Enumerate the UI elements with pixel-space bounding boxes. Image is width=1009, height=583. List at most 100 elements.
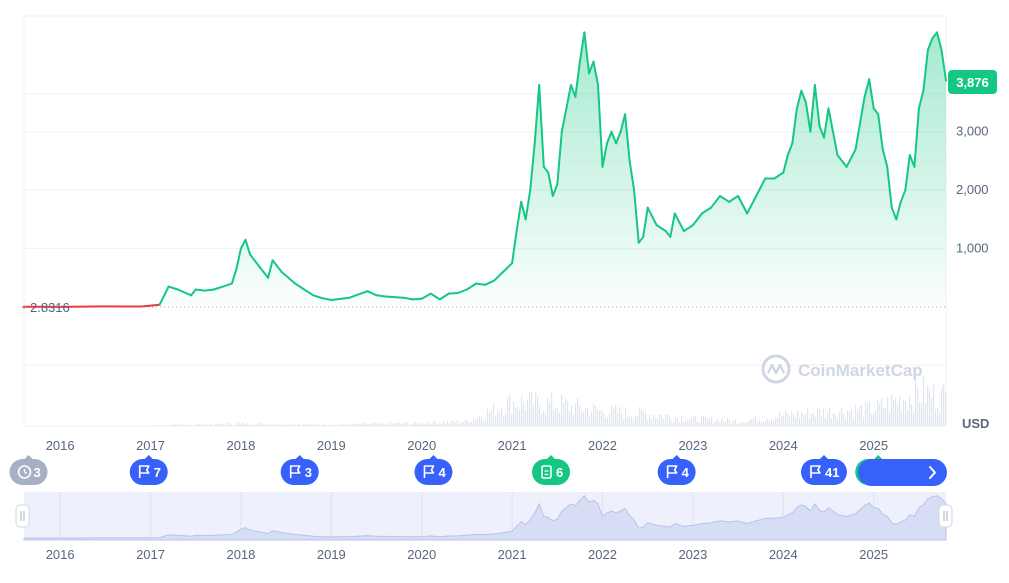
volume-bar bbox=[623, 418, 625, 426]
price-line-segment bbox=[330, 296, 351, 301]
coinmarketcap-logo-icon bbox=[761, 354, 791, 384]
price-line-segment bbox=[597, 84, 604, 168]
event-badge[interactable]: 4 bbox=[657, 455, 696, 485]
price-point bbox=[592, 61, 595, 63]
navigator-right-handle[interactable] bbox=[938, 504, 953, 528]
price-point bbox=[272, 259, 274, 261]
volume-bar bbox=[425, 423, 427, 426]
volume-bar bbox=[525, 409, 527, 426]
range-navigator[interactable]: 2016 2017 2018 2019 2020 2021 2022 2023 2024 2025 bbox=[15, 492, 953, 562]
flag-icon-shape[interactable] bbox=[423, 465, 435, 478]
volume-bar bbox=[379, 422, 381, 426]
volume-bar bbox=[717, 419, 719, 426]
left-handle-box[interactable] bbox=[15, 504, 30, 528]
event-badge-count[interactable]: 3 bbox=[305, 465, 312, 480]
more-events-pill[interactable] bbox=[858, 459, 947, 486]
price-point bbox=[846, 166, 848, 168]
volume-bar bbox=[465, 419, 467, 426]
volume-bar bbox=[871, 414, 873, 426]
volume-bar bbox=[737, 423, 739, 426]
price-line-segment bbox=[140, 303, 161, 308]
event-badges[interactable]: 3734644111 bbox=[9, 455, 902, 485]
volume-bar bbox=[473, 418, 475, 426]
price-line-segment bbox=[669, 212, 676, 238]
event-badge-bg[interactable] bbox=[800, 459, 847, 485]
flag-icon[interactable] bbox=[289, 465, 301, 478]
price-line-segment bbox=[402, 296, 414, 301]
price-line-segment bbox=[628, 159, 636, 192]
flag-icon[interactable] bbox=[423, 465, 435, 478]
event-badge-count[interactable]: 6 bbox=[556, 465, 563, 480]
volume-bar bbox=[915, 376, 917, 426]
event-badge-pointer[interactable] bbox=[294, 455, 305, 460]
document-icon[interactable] bbox=[541, 465, 552, 479]
event-badge-count[interactable]: 4 bbox=[438, 465, 446, 480]
watermark: CoinMarketCap bbox=[761, 354, 923, 384]
price-point bbox=[800, 90, 803, 92]
event-badge-count[interactable]: 41 bbox=[825, 465, 839, 480]
event-badge-count[interactable]: 4 bbox=[682, 465, 690, 480]
volume-bar bbox=[395, 423, 397, 426]
price-point bbox=[484, 284, 486, 286]
event-badge-pointer[interactable] bbox=[671, 455, 682, 460]
volume-bar bbox=[279, 424, 281, 426]
event-badge-count[interactable]: 3 bbox=[34, 465, 41, 480]
event-badge-count[interactable]: 7 bbox=[154, 465, 161, 480]
price-point bbox=[493, 280, 495, 282]
volume-bar bbox=[705, 416, 707, 426]
navigator-left-handle[interactable] bbox=[15, 504, 30, 528]
event-badge[interactable]: 3 bbox=[280, 455, 319, 485]
price-point bbox=[755, 195, 757, 197]
event-badge[interactable]: 7 bbox=[129, 455, 168, 485]
price-line-segment bbox=[515, 200, 523, 233]
price-point bbox=[231, 283, 233, 285]
flag-icon-shape[interactable] bbox=[666, 465, 678, 478]
event-badge[interactable]: 6 bbox=[531, 455, 570, 485]
event-badge-pointer[interactable] bbox=[873, 455, 884, 460]
volume-bar bbox=[143, 425, 145, 426]
volume-bar bbox=[807, 408, 809, 426]
flag-icon-shape[interactable] bbox=[289, 465, 301, 478]
right-handle-box[interactable] bbox=[938, 504, 953, 528]
volume-bar bbox=[941, 388, 943, 426]
event-badge-pointer[interactable] bbox=[143, 455, 154, 460]
flag-icon[interactable] bbox=[666, 465, 678, 478]
clock-icon-hands[interactable] bbox=[23, 469, 28, 475]
price-line-segment bbox=[700, 206, 712, 215]
price-line-segment bbox=[158, 285, 170, 306]
flag-icon[interactable] bbox=[138, 465, 150, 478]
volume-bar bbox=[607, 417, 609, 426]
clock-icon-shape[interactable] bbox=[17, 465, 32, 479]
flag-icon[interactable] bbox=[810, 465, 821, 478]
price-line-segment bbox=[438, 292, 450, 301]
price-line-segment bbox=[818, 124, 825, 139]
flag-icon-shape[interactable] bbox=[810, 465, 821, 478]
event-badge-pointer[interactable] bbox=[428, 455, 439, 460]
event-badge[interactable]: 41 bbox=[800, 455, 847, 485]
volume-bar bbox=[521, 396, 523, 426]
document-icon-shape[interactable] bbox=[541, 465, 552, 479]
price-point bbox=[457, 292, 459, 294]
event-badge-pointer[interactable] bbox=[818, 455, 829, 460]
event-badge[interactable]: 4 bbox=[414, 455, 453, 485]
price-line-segment bbox=[827, 107, 839, 157]
more-events-pill-bg[interactable] bbox=[858, 459, 947, 486]
price-point bbox=[814, 84, 816, 86]
price-line-segment bbox=[845, 148, 857, 168]
volume-bar bbox=[679, 422, 681, 426]
event-badge-pointer[interactable] bbox=[23, 455, 34, 460]
volume-bar bbox=[659, 414, 661, 426]
event-badge-bg[interactable] bbox=[9, 459, 48, 485]
flag-icon-shape[interactable] bbox=[138, 465, 150, 478]
volume-bar bbox=[593, 404, 595, 426]
price-point bbox=[945, 80, 947, 82]
volume-bar bbox=[567, 401, 569, 426]
price-line-segment bbox=[804, 101, 812, 133]
event-badge[interactable]: 3 bbox=[9, 455, 48, 485]
event-badge-pointer[interactable] bbox=[545, 455, 556, 460]
volume-bar bbox=[457, 419, 459, 426]
chevron-right-icon[interactable] bbox=[929, 466, 936, 479]
volume-bar bbox=[231, 424, 233, 426]
volume-bar bbox=[317, 424, 319, 426]
clock-icon[interactable] bbox=[17, 465, 32, 479]
